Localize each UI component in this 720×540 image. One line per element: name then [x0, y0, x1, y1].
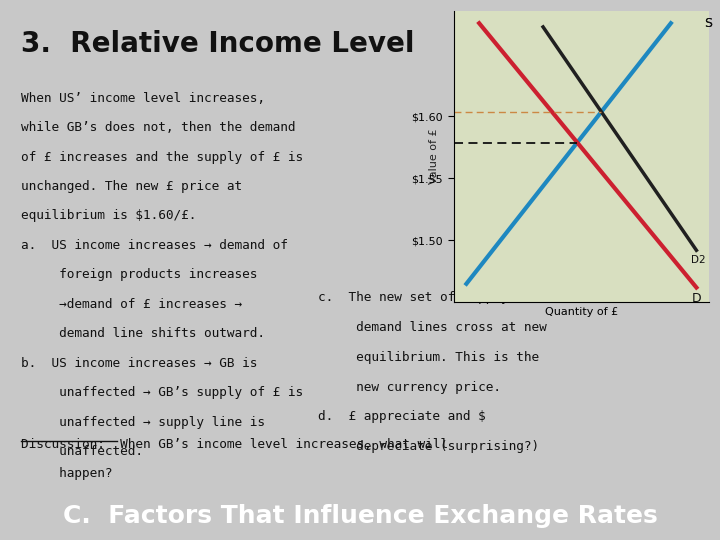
Text: a.  US income increases → demand of: a. US income increases → demand of [22, 239, 288, 252]
Text: Discussion:  When GB’s income level increases, what will: Discussion: When GB’s income level incre… [22, 438, 449, 451]
Text: S: S [704, 17, 712, 30]
Text: When US’ income level increases,: When US’ income level increases, [22, 92, 265, 105]
Text: happen?: happen? [22, 467, 113, 480]
Text: d.  £ appreciate and $: d. £ appreciate and $ [318, 410, 485, 423]
Text: S: S [704, 17, 712, 30]
Text: D2: D2 [691, 255, 706, 265]
X-axis label: Quantity of £: Quantity of £ [545, 307, 618, 316]
Text: Value of £: Value of £ [429, 129, 438, 185]
Text: unaffected → supply line is: unaffected → supply line is [22, 416, 265, 429]
Text: equilibrium. This is the: equilibrium. This is the [318, 351, 539, 364]
Text: demand lines cross at new: demand lines cross at new [318, 321, 546, 334]
Text: while GB’s does not, then the demand: while GB’s does not, then the demand [22, 121, 296, 134]
Text: new currency price.: new currency price. [318, 381, 500, 394]
Text: depreciate (surprising?): depreciate (surprising?) [318, 440, 539, 453]
Text: of £ increases and the supply of £ is: of £ increases and the supply of £ is [22, 151, 303, 164]
Text: D: D [691, 293, 701, 306]
Text: unaffected → GB’s supply of £ is: unaffected → GB’s supply of £ is [22, 386, 303, 399]
Text: unchanged. The new £ price at: unchanged. The new £ price at [22, 180, 243, 193]
Text: b.  US income increases → GB is: b. US income increases → GB is [22, 357, 258, 370]
Text: demand line shifts outward.: demand line shifts outward. [22, 327, 265, 340]
Text: 3.  Relative Income Level: 3. Relative Income Level [22, 30, 415, 58]
Text: →demand of £ increases →: →demand of £ increases → [22, 298, 243, 311]
Text: unaffected.: unaffected. [22, 445, 143, 458]
Text: C.  Factors That Influence Exchange Rates: C. Factors That Influence Exchange Rates [63, 504, 657, 528]
Text: equilibrium is $1.60/£.: equilibrium is $1.60/£. [22, 210, 197, 222]
Text: foreign products increases: foreign products increases [22, 268, 258, 281]
Text: c.  The new set of supply and: c. The new set of supply and [318, 291, 539, 304]
